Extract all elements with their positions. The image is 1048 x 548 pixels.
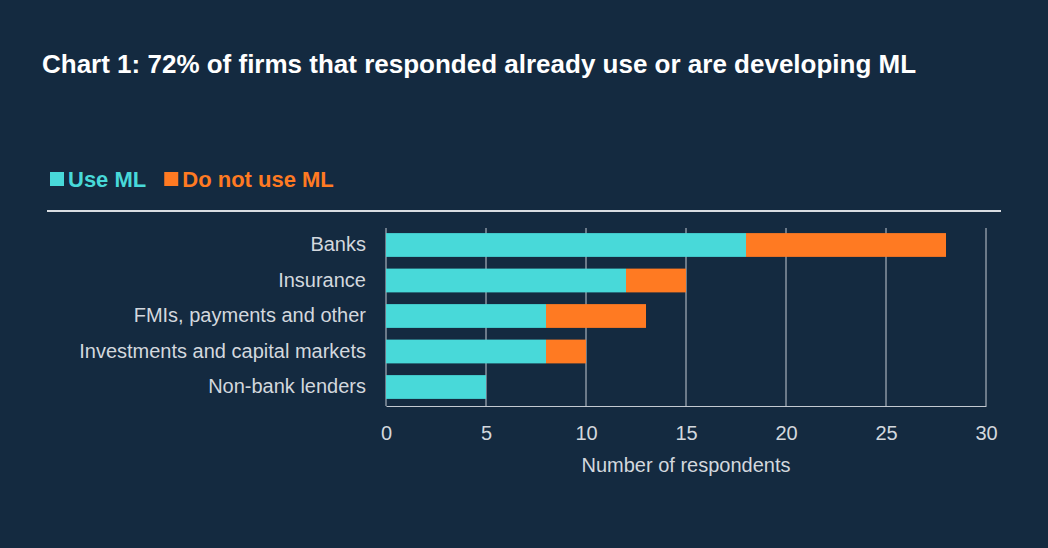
tick: Banks: [310, 233, 386, 255]
bar: [386, 375, 486, 399]
bar: [386, 233, 746, 257]
grid: [386, 228, 986, 406]
bar: [746, 233, 946, 257]
legend: Use ML Do not use ML: [50, 167, 334, 192]
series: [546, 233, 946, 363]
tick: 10: [575, 406, 597, 444]
bar: [386, 269, 626, 293]
tick-label: 25: [875, 422, 897, 444]
tick: 30: [975, 406, 997, 444]
tick: 0: [381, 406, 392, 444]
category-label: Banks: [310, 233, 366, 255]
x-axis: 0 5 10 15 20 25 30: [381, 406, 998, 444]
bar: [386, 304, 546, 328]
legend-swatch: [50, 172, 64, 186]
tick-label: 15: [675, 422, 697, 444]
tick-label: 10: [575, 422, 597, 444]
legend-label: Do not use ML: [182, 167, 334, 192]
series: [386, 233, 746, 399]
tick: 20: [775, 406, 797, 444]
chart: Chart 1: 72% of firms that responded alr…: [0, 0, 1048, 548]
bar: [546, 340, 586, 364]
tick: Non-bank lenders: [208, 375, 386, 397]
tick: 5: [481, 406, 492, 444]
tick: Investments and capital markets: [79, 340, 386, 362]
tick-label: 20: [775, 422, 797, 444]
tick: 25: [875, 406, 897, 444]
tick-label: 0: [381, 422, 392, 444]
separator: [47, 210, 1001, 212]
axis-title: Number of respondents: [581, 454, 790, 476]
title: Chart 1: 72% of firms that responded alr…: [42, 49, 916, 79]
category-label: Investments and capital markets: [79, 340, 366, 362]
bar: [386, 340, 546, 364]
bar: [546, 304, 646, 328]
bars: [386, 233, 946, 399]
tick: FMIs, payments and other: [134, 304, 386, 326]
bar: [486, 375, 487, 399]
tick-label: 5: [481, 422, 492, 444]
tick: 15: [675, 406, 697, 444]
category-label: Insurance: [278, 269, 366, 291]
bar: [626, 269, 686, 293]
background: [0, 0, 1048, 548]
tick-label: 30: [975, 422, 997, 444]
category-label: Non-bank lenders: [208, 375, 366, 397]
grid-line: [986, 228, 987, 406]
category-label: FMIs, payments and other: [134, 304, 367, 326]
y-axis: Banks Insurance FMIs, payments and other In…: [79, 233, 386, 397]
legend-swatch: [164, 172, 178, 186]
axis-line: [387, 406, 987, 407]
title-line: Chart 1: 72% of firms that responded alr…: [42, 49, 916, 79]
tick: Insurance: [278, 269, 386, 291]
legend-label: Use ML: [68, 167, 146, 192]
